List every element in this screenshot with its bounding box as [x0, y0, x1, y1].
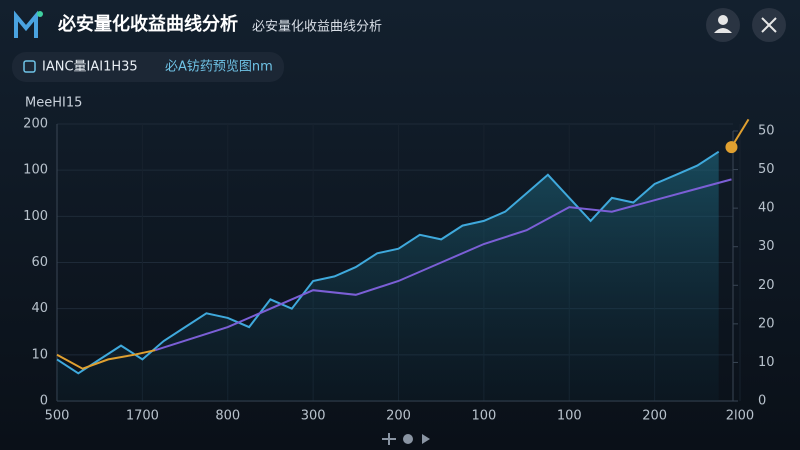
y-tick-label: 40 [31, 301, 48, 316]
checkbox[interactable] [23, 60, 36, 73]
y2-tick-label: 30 [758, 239, 775, 254]
pager[interactable] [382, 433, 430, 445]
close-button[interactable] [752, 8, 786, 42]
y-tick-label: 100 [23, 163, 48, 178]
y-tick-label: 60 [31, 255, 48, 270]
x-tick-label: 1700 [126, 409, 159, 424]
area-fill [57, 151, 719, 401]
y-tick-label: 100 [23, 209, 48, 224]
x-tick-label: 200 [642, 409, 667, 424]
title: 必安量化收益曲线分析 [57, 13, 238, 35]
x-tick-label: 300 [301, 409, 326, 424]
x-tick-label: 100 [557, 409, 582, 424]
chip-label: IANC量IAI1H35 [42, 60, 138, 75]
y2-tick-label: 0 [758, 394, 766, 409]
y2-tick-label: 40 [758, 201, 775, 216]
y-axis-label: MeeHI15 [25, 96, 82, 111]
toolbar-chip[interactable] [12, 52, 284, 82]
y2-tick-label: 20 [758, 278, 775, 293]
chip-link[interactable]: 必A钫药预览图nm [165, 59, 273, 75]
y-tick-label: 0 [40, 394, 48, 409]
x-tick-label: 200 [386, 409, 411, 424]
y-tick-label: 200 [23, 117, 48, 132]
y2-tick-label: 10 [758, 355, 775, 370]
line-series [56, 349, 156, 370]
x-tick-label: 500 [45, 409, 70, 424]
line-series [56, 150, 720, 375]
x-tick-label: 800 [215, 409, 240, 424]
user-button[interactable] [706, 8, 740, 42]
subtitle: 必安量化收益曲线分析 [252, 20, 382, 35]
line-series [154, 178, 732, 352]
y2-tick-label: 20 [758, 316, 775, 331]
y2-tick-label: 50 [758, 162, 775, 177]
logo [14, 10, 43, 38]
x-tick-label: 100 [471, 409, 496, 424]
x-tick-label: 2l00 [726, 409, 754, 424]
y-tick-label: 10 [31, 347, 48, 362]
end-marker [725, 141, 738, 154]
y2-tick-label: 50 [758, 124, 775, 139]
